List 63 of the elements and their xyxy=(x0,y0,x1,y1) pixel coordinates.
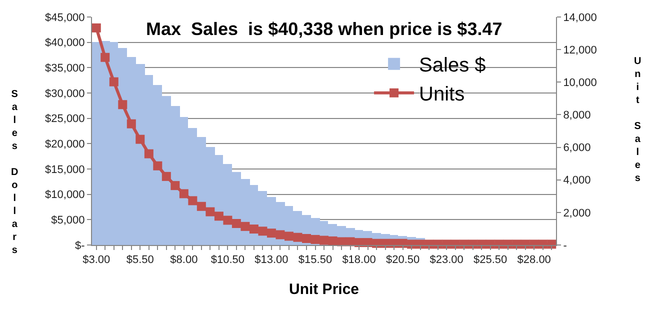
x-axis-title: Unit Price xyxy=(288,281,360,298)
point xyxy=(100,52,110,62)
x-tick-label: $8.00 xyxy=(170,254,198,266)
x-tick-label: $13.00 xyxy=(254,254,288,266)
point xyxy=(249,224,258,234)
point xyxy=(293,232,302,242)
point xyxy=(179,189,188,198)
point xyxy=(214,212,224,221)
point xyxy=(153,161,162,170)
y-tick-label: $35,000 xyxy=(45,62,85,75)
y-tick-label: $15,000 xyxy=(45,164,85,176)
point xyxy=(188,196,198,206)
x-tick-label: $23.00 xyxy=(430,254,464,266)
y-tick-label: $5,000 xyxy=(51,214,85,227)
point xyxy=(258,226,268,236)
chart-title: Max Sales is $40,338 when price is $3.47 xyxy=(146,19,502,39)
point xyxy=(320,236,328,245)
y2-tick-label: 14,000 xyxy=(563,12,597,24)
point xyxy=(328,236,338,246)
point xyxy=(92,23,101,32)
y2-tick-label: 4,000 xyxy=(563,174,591,187)
point xyxy=(126,119,136,128)
point xyxy=(206,207,215,216)
point xyxy=(144,149,154,158)
x-tick-label: $5.50 xyxy=(126,254,154,266)
y2-tick-label: 12,000 xyxy=(563,44,597,56)
x-tick-label: $10.50 xyxy=(210,254,245,266)
x-tick-label: $18.00 xyxy=(342,254,376,266)
point xyxy=(266,228,276,238)
y2-tick-label: - xyxy=(563,240,568,252)
point xyxy=(240,222,250,231)
x-tick-label: $28.00 xyxy=(517,254,551,266)
y2-tick-label: 8,000 xyxy=(563,110,591,122)
y-tick-label: $10,000 xyxy=(45,189,85,202)
point xyxy=(223,216,232,225)
point xyxy=(162,172,171,181)
point xyxy=(118,100,128,110)
y-tick-label: $40,000 xyxy=(45,37,85,50)
point xyxy=(109,77,118,86)
legend-label: Sales $ xyxy=(419,54,486,77)
legend-label: Units xyxy=(419,84,465,106)
y-tick-label: $45,000 xyxy=(45,12,85,24)
text: Sales Dollars xyxy=(11,89,18,256)
x-tick-label: $15.50 xyxy=(298,254,332,266)
x-tick-label: $25.50 xyxy=(474,254,508,266)
x-tick-label: $3.00 xyxy=(82,254,110,266)
y-tick-label: $20,000 xyxy=(45,138,85,151)
y-tick-label: $- xyxy=(75,240,86,252)
point xyxy=(196,202,206,211)
y2-tick-label: 10,000 xyxy=(563,76,597,89)
point xyxy=(232,219,241,228)
point xyxy=(170,181,180,190)
point xyxy=(284,232,294,241)
y-tick-label: $30,000 xyxy=(45,88,85,100)
point xyxy=(276,230,285,240)
point xyxy=(310,234,320,244)
y2-tick-label: 2,000 xyxy=(563,207,591,220)
y2-tick-label: 6,000 xyxy=(563,142,591,154)
y-tick-label: $25,000 xyxy=(45,113,85,126)
x-tick-label: $20.50 xyxy=(386,254,420,266)
point xyxy=(302,234,311,243)
text: Unit Sales xyxy=(634,56,642,184)
point xyxy=(136,134,145,144)
